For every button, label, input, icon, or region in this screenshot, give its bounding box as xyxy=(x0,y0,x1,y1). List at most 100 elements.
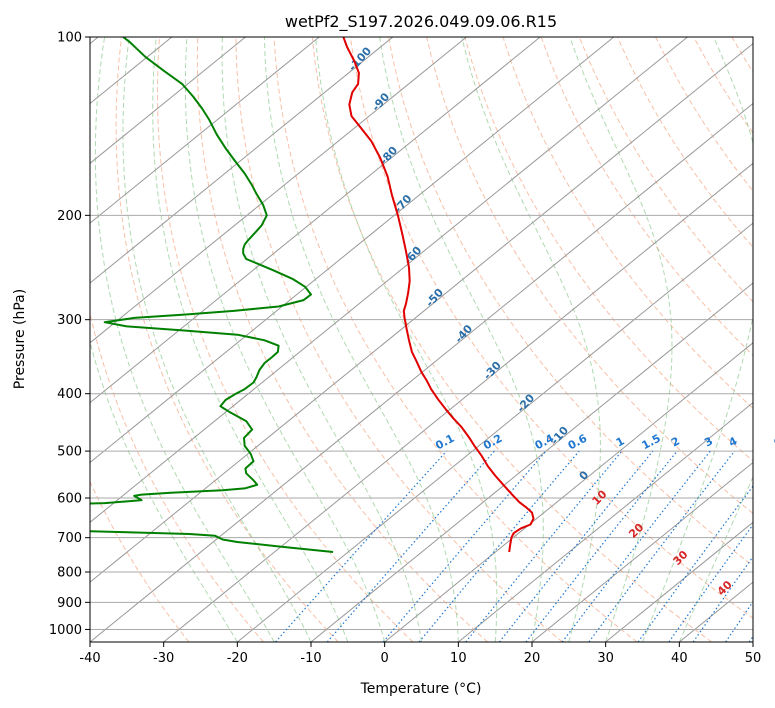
moist-adiabat xyxy=(184,37,386,642)
y-tick-label: 1000 xyxy=(49,623,82,638)
x-tick-label: 40 xyxy=(671,651,688,666)
isotherm-label: -20 xyxy=(514,391,537,415)
mixing-ratio-label: 2 xyxy=(669,434,682,449)
dry-adiabat xyxy=(655,37,753,192)
mixing-ratio-label: 4 xyxy=(727,434,740,449)
mixing-ratio-line xyxy=(588,450,736,642)
x-tick-label: 0 xyxy=(381,651,389,666)
theta-e-label: 40 xyxy=(715,578,735,598)
dry-adiabat xyxy=(616,37,753,248)
background-lines xyxy=(90,37,775,642)
y-tick-label: 500 xyxy=(57,445,82,460)
moist-adiabat xyxy=(122,37,312,642)
theta-e-label: 10 xyxy=(590,487,610,507)
theta-e-label: 30 xyxy=(671,548,691,568)
moist-adiabat xyxy=(678,475,753,642)
isotherm-line xyxy=(237,222,753,642)
y-axis: 100 200 300 400 500 600 700 800 900 1000 xyxy=(49,31,90,638)
x-axis-label: Temperature (°C) xyxy=(360,681,482,697)
y-axis-label: Pressure (hPa) xyxy=(12,289,28,389)
isotherm-line xyxy=(90,37,320,224)
isotherm-line xyxy=(163,162,753,642)
isotherm-line xyxy=(90,37,467,344)
chart-title: wetPf2_S197.2026.049.09.06.R15 xyxy=(285,12,557,32)
mixing-ratio-line xyxy=(418,450,580,642)
mixing-ratio-label: 0.1 xyxy=(433,432,456,453)
mixing-ratio-label: 0.2 xyxy=(481,432,504,453)
isotherm-line xyxy=(605,521,753,642)
dry-adiabat xyxy=(273,37,638,642)
dry-adiabat xyxy=(578,37,753,303)
isotherm-line xyxy=(752,641,753,642)
mixing-ratio-line xyxy=(275,450,448,642)
moist-adiabat xyxy=(642,37,753,642)
dry-adiabat xyxy=(464,37,753,462)
x-tick-label: 10 xyxy=(450,651,467,666)
moist-adiabat xyxy=(315,37,498,642)
isotherm-labels: -100-90-80-70-60-50-40-30-20-100 xyxy=(346,44,592,482)
isotherm-line xyxy=(90,37,688,523)
x-tick-label: 20 xyxy=(524,651,541,666)
y-tick-label: 800 xyxy=(57,566,82,581)
y-tick-label: 600 xyxy=(57,492,82,507)
y-tick-label: 100 xyxy=(57,31,82,46)
mixing-ratio-line xyxy=(668,523,753,642)
x-tick-label: -20 xyxy=(227,651,248,666)
moist-adiabat xyxy=(90,339,238,642)
dry-adiabat xyxy=(115,37,339,642)
temperature-profile xyxy=(342,37,535,553)
dry-adiabat xyxy=(156,37,414,642)
moist-adiabat xyxy=(221,37,422,642)
x-tick-label: -40 xyxy=(79,651,100,666)
y-tick-label: 200 xyxy=(57,209,82,224)
moist-adiabat xyxy=(263,37,459,642)
mixing-ratio-label: 1.5 xyxy=(640,432,663,453)
moist-adiabat xyxy=(461,37,601,642)
dry-adiabat xyxy=(235,37,563,642)
isotherm-line xyxy=(90,37,394,284)
dewpoint-profile xyxy=(90,37,334,553)
isotherm-label: -90 xyxy=(369,90,392,114)
isotherm-label: -80 xyxy=(377,144,400,168)
isotherm-line xyxy=(458,402,753,642)
isotherm-line xyxy=(90,102,753,642)
isotherm-line xyxy=(90,42,753,583)
y-tick-label: 900 xyxy=(57,596,82,611)
mixing-ratio-line xyxy=(725,600,753,642)
x-tick-label: 30 xyxy=(597,651,614,666)
mixing-ratio-line xyxy=(465,450,623,642)
dry-adiabat xyxy=(540,37,753,357)
profile-series xyxy=(90,37,535,553)
x-tick-label: -30 xyxy=(153,651,174,666)
dry-adiabat xyxy=(196,37,488,642)
x-tick-label: -10 xyxy=(300,651,321,666)
isotherm-label: -30 xyxy=(481,359,504,383)
isotherm-label: 0 xyxy=(577,468,592,483)
mixing-ratio-line xyxy=(326,450,495,642)
x-tick-label: 50 xyxy=(745,651,762,666)
isotherm-label: -100 xyxy=(346,44,374,73)
isotherm-line xyxy=(90,37,246,164)
isotherm-line xyxy=(531,461,753,642)
dry-adiabat xyxy=(90,480,190,642)
y-tick-label: 400 xyxy=(57,387,82,402)
isotherm-label: -50 xyxy=(423,286,446,310)
mixing-ratio-label: 6 xyxy=(771,434,775,449)
mixing-ratio-line xyxy=(637,485,753,642)
plot-frame xyxy=(89,36,754,643)
moist-adiabat xyxy=(379,37,544,642)
mixing-ratio-line xyxy=(692,555,753,642)
isotherm-line xyxy=(90,37,615,464)
isotherm-line xyxy=(310,282,753,642)
dry-adiabat xyxy=(311,37,713,642)
mixing-ratio-label: 3 xyxy=(702,434,715,449)
mixing-ratio-line xyxy=(498,450,654,642)
moist-adiabat xyxy=(152,37,349,642)
isotherm-line xyxy=(90,37,541,404)
y-tick-label: 300 xyxy=(57,313,82,328)
moist-adiabat xyxy=(94,37,275,642)
dry-adiabat xyxy=(770,37,775,642)
isotherm-line xyxy=(384,342,753,642)
